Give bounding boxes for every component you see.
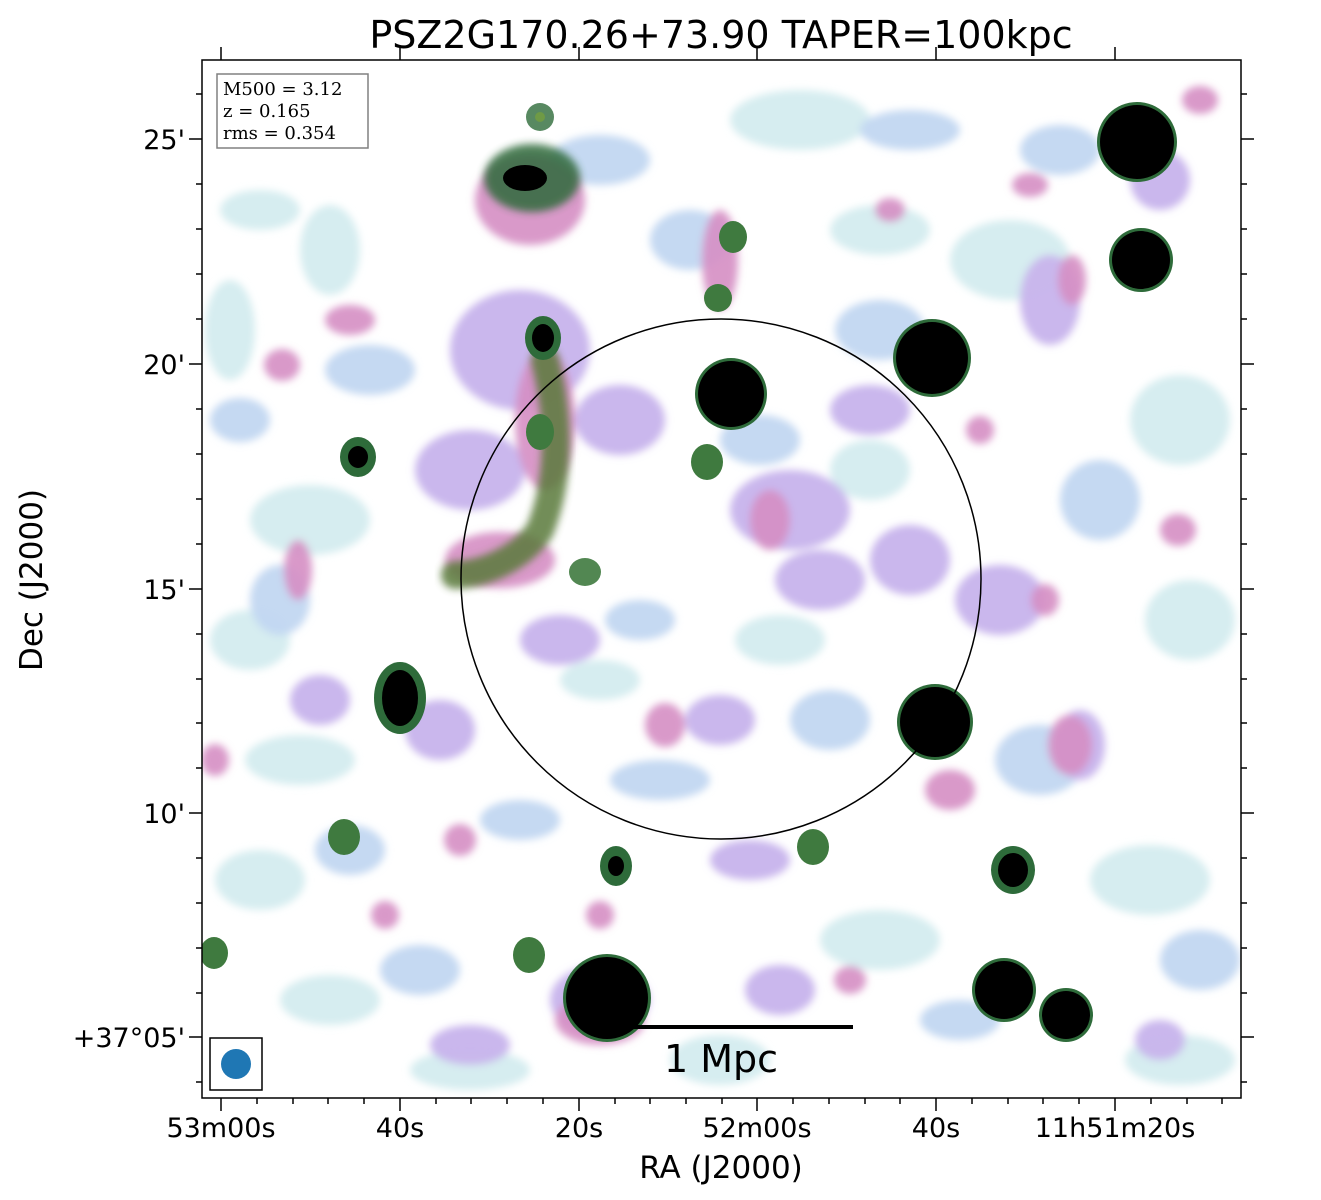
- y-axis-label: Dec (J2000): [14, 489, 50, 671]
- y-tick-label: 25': [143, 125, 185, 156]
- y-tick-labels: 25' 20' 15' 10' +37°05': [73, 125, 185, 1054]
- y-tick-label: 10': [143, 799, 185, 830]
- info-box: M500 = 3.12 z = 0.165 rms = 0.354: [216, 73, 369, 149]
- image-area: 1 Mpc M500 = 3.12 z = 0.165 rms = 0.354: [202, 60, 1241, 1098]
- tick-marks: [189, 47, 1254, 1111]
- y-tick-label: 20': [143, 350, 185, 381]
- compact-sources: [202, 102, 1177, 1042]
- info-redshift: z = 0.165: [223, 101, 311, 122]
- x-axis-label: RA (J2000): [639, 1150, 803, 1186]
- beam-ellipse: [221, 1049, 251, 1079]
- x-tick-label: 20s: [555, 1113, 603, 1144]
- info-m500: M500 = 3.12: [223, 79, 342, 100]
- info-rms: rms = 0.354: [223, 123, 336, 144]
- x-tick-label: 40s: [376, 1113, 424, 1144]
- x-tick-label: 53m00s: [166, 1113, 275, 1144]
- x-tick-label: 52m00s: [702, 1113, 811, 1144]
- x-tick-label: 11h51m20s: [1035, 1113, 1196, 1144]
- r500-circle: [460, 318, 982, 840]
- scalebar-label: 1 Mpc: [664, 1037, 778, 1081]
- y-tick-label: 15': [143, 575, 185, 606]
- x-tick-labels: 53m00s 40s 20s 52m00s 40s 11h51m20s: [166, 1113, 1195, 1144]
- x-tick-label: 40s: [912, 1113, 960, 1144]
- y-tick-label: +37°05': [73, 1023, 185, 1054]
- plot-title: PSZ2G170.26+73.90 TAPER=100kpc: [369, 13, 1072, 57]
